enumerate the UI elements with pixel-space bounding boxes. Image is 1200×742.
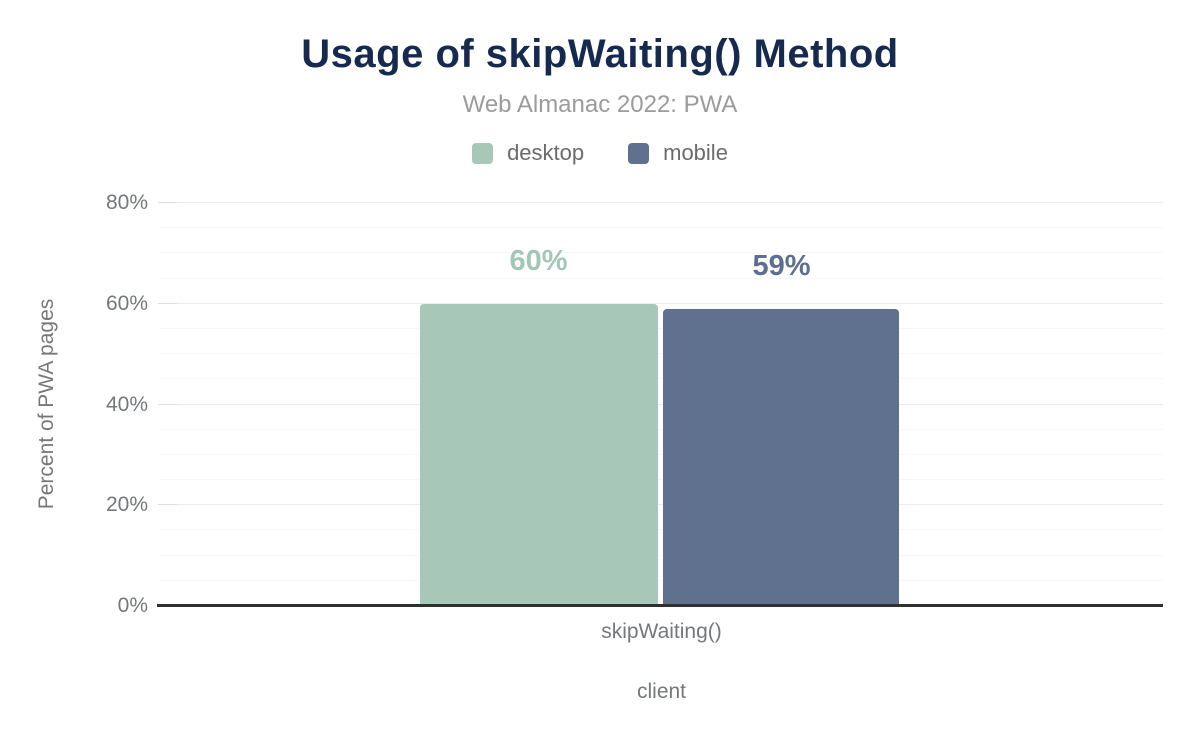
gridline-minor [160, 479, 1163, 481]
plot-area: 60% 59% [157, 202, 1163, 607]
x-axis-title: client [636, 680, 687, 703]
bar-value-label-mobile: 59% [752, 249, 811, 282]
y-tick-label: 0% [117, 594, 148, 617]
gridline-major [160, 504, 1163, 506]
gridline-minor [160, 428, 1163, 430]
gridline-minor [160, 579, 1163, 581]
chart-subtitle: Web Almanac 2022: PWA [462, 91, 738, 118]
legend-item-desktop[interactable]: desktop [472, 140, 584, 166]
gridline-minor [160, 378, 1163, 380]
legend: desktop mobile [0, 140, 1200, 166]
x-axis-baseline [157, 604, 1163, 607]
x-category-label: skipWaiting() [601, 620, 722, 643]
legend-label: desktop [507, 140, 585, 165]
gridline-minor [160, 353, 1163, 355]
gridline-major [160, 302, 1163, 304]
y-tick-mark [158, 302, 177, 304]
legend-item-mobile[interactable]: mobile [628, 140, 728, 166]
y-tick-mark [158, 403, 177, 405]
y-tick-label: 40% [105, 392, 148, 416]
legend-label: mobile [663, 140, 728, 165]
y-tick-label: 80% [105, 191, 148, 214]
gridline-minor [160, 277, 1163, 279]
mobile-swatch-icon [628, 142, 650, 164]
gridline-minor [160, 554, 1163, 556]
bar-desktop[interactable] [419, 303, 658, 606]
y-tick-label: 60% [105, 291, 148, 315]
chart-title: Usage of skipWaiting() Method [301, 32, 899, 76]
gridline-minor [160, 252, 1163, 254]
y-tick-label: 20% [105, 493, 148, 517]
bar-mobile[interactable] [662, 308, 899, 606]
y-tick-mark [158, 202, 177, 203]
gridline-minor [160, 453, 1163, 455]
gridline-minor [160, 327, 1163, 329]
bar-value-label-desktop: 60% [509, 244, 568, 277]
gridline-minor [160, 529, 1163, 531]
gridline-minor [160, 227, 1163, 229]
y-tick-mark [158, 504, 177, 506]
desktop-swatch-icon [472, 142, 494, 164]
gridline-major [160, 403, 1163, 405]
gridline-major [160, 202, 1163, 203]
